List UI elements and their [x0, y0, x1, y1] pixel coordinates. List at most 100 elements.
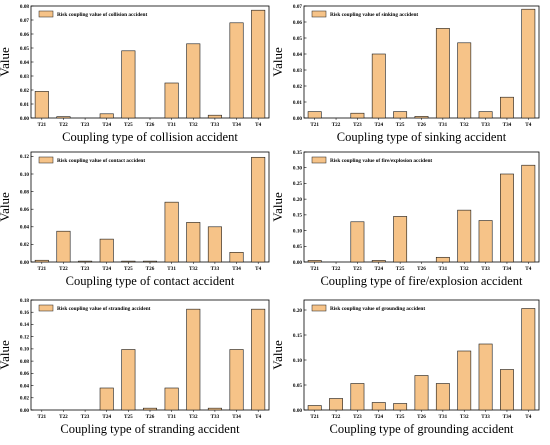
x-tick-label: T22: [59, 122, 68, 128]
x-tick-label: T25: [396, 414, 405, 420]
x-tick-label: T23: [353, 414, 362, 420]
legend-swatch: [38, 156, 54, 164]
bar-T32: [186, 222, 201, 263]
y-tick-label: 0.12: [20, 334, 29, 340]
y-tick-label: 0.12: [20, 154, 29, 160]
chart-panel-5: 0.00 0.02 0.04 0.06 0.08 0.10 0.12 0.14 0.16 0.18…: [0, 298, 270, 436]
x-tick-label: T24: [102, 414, 111, 420]
y-tick-label: 0.00: [293, 260, 302, 266]
x-tick-label: T21: [310, 266, 319, 272]
x-tick-label: T33: [481, 122, 490, 128]
bar-T32: [457, 350, 472, 411]
bar-T24: [99, 238, 114, 263]
y-tick-label: 0.01: [293, 100, 302, 106]
y-tick-label: 0.06: [20, 32, 29, 38]
chart-panel-1: 0.00 0.01 0.02 0.03 0.04 0.05 0.06 0.07 0.08 T21 T…: [0, 4, 270, 144]
bar-T24: [371, 402, 386, 411]
y-tick-label: 0.06: [293, 20, 302, 26]
x-tick-label: T33: [211, 266, 220, 272]
y-axis-label: Value: [0, 340, 12, 370]
bar-T32: [186, 308, 201, 411]
bar-T31: [164, 82, 179, 119]
x-tick-label: T21: [37, 122, 46, 128]
bar-T34: [229, 22, 244, 119]
x-tick-label: T33: [211, 414, 220, 420]
x-axis-label: Coupling type of fire/explosion accident: [320, 274, 523, 288]
bar-T31: [435, 383, 450, 411]
x-tick-label: T22: [332, 122, 341, 128]
y-tick-label: 0.03: [20, 74, 29, 80]
bar-T33: [478, 343, 493, 411]
bar-T26: [414, 116, 429, 119]
x-tick-label: T32: [189, 122, 198, 128]
x-tick-label: T22: [59, 266, 68, 272]
x-tick-label: T23: [81, 122, 90, 128]
y-tick-label: 0.30: [293, 166, 302, 172]
bar-T31: [164, 387, 179, 411]
x-tick-label: T25: [124, 266, 133, 272]
bar-T23: [350, 221, 365, 263]
x-tick-label: T23: [353, 122, 362, 128]
x-tick-label: T31: [167, 122, 176, 128]
x-tick-label: T25: [124, 414, 133, 420]
x-tick-label: T22: [59, 414, 68, 420]
x-tick-label: T31: [167, 414, 176, 420]
bar-T33: [207, 407, 222, 411]
bar-T26: [142, 407, 158, 411]
bar-T21: [307, 111, 322, 119]
x-tick-label: T24: [374, 122, 383, 128]
y-tick-label: 0.15: [293, 333, 302, 339]
x-tick-label: T31: [439, 122, 448, 128]
legend-swatch: [38, 304, 54, 312]
x-tick-label: T4: [255, 414, 261, 420]
bar-T32: [186, 43, 201, 119]
bar-T26: [414, 375, 429, 411]
x-tick-label: T23: [353, 266, 362, 272]
x-tick-label: T25: [124, 122, 133, 128]
y-tick-label: 0.02: [293, 84, 302, 90]
y-tick-label: 0.20: [293, 197, 302, 203]
bar-T34: [229, 252, 244, 263]
bar-T24: [99, 387, 114, 411]
y-tick-label: 0.05: [20, 46, 29, 52]
x-tick-label: T21: [310, 122, 319, 128]
x-axis-label: Coupling type of grounding accident: [330, 422, 515, 436]
x-tick-label: T22: [332, 266, 341, 272]
y-tick-label: 0.00: [20, 116, 29, 122]
bar-T32: [457, 42, 472, 119]
y-axis-label: Value: [270, 340, 285, 370]
y-axis-label: Value: [270, 47, 285, 77]
x-tick-label: T34: [232, 414, 241, 420]
bar-T24: [371, 260, 386, 263]
y-tick-label: 0.02: [20, 88, 29, 94]
x-tick-label: T33: [211, 122, 220, 128]
bar-T25: [393, 403, 408, 411]
x-tick-label: T33: [481, 266, 490, 272]
x-tick-label: T4: [255, 266, 261, 272]
y-tick-label: 0.14: [20, 322, 29, 328]
x-tick-label: T22: [332, 414, 341, 420]
legend-label: Risk coupling value of contact accident: [57, 158, 145, 164]
y-tick-label: 0.10: [293, 228, 302, 234]
legend-swatch: [311, 304, 327, 312]
y-tick-label: 0.06: [20, 371, 29, 377]
x-tick-label: T34: [232, 122, 241, 128]
bar-T24: [371, 53, 386, 119]
x-tick-label: T26: [146, 122, 155, 128]
bar-T4: [521, 164, 536, 263]
x-tick-label: T23: [81, 414, 90, 420]
y-tick-label: 0.15: [293, 213, 302, 219]
y-tick-label: 0.10: [293, 358, 302, 364]
x-tick-label: T4: [525, 122, 531, 128]
x-axis-label: Coupling type of sinking accident: [337, 130, 507, 144]
x-tick-label: T23: [81, 266, 90, 272]
y-tick-label: 0.08: [20, 189, 29, 195]
bar-T25: [393, 111, 408, 119]
x-tick-label: T21: [37, 266, 46, 272]
y-tick-label: 0.05: [293, 36, 302, 42]
x-tick-label: T4: [525, 266, 531, 272]
x-tick-label: T34: [232, 266, 241, 272]
bar-T34: [500, 369, 514, 411]
legend-swatch: [311, 156, 327, 164]
bar-T33: [478, 220, 493, 263]
